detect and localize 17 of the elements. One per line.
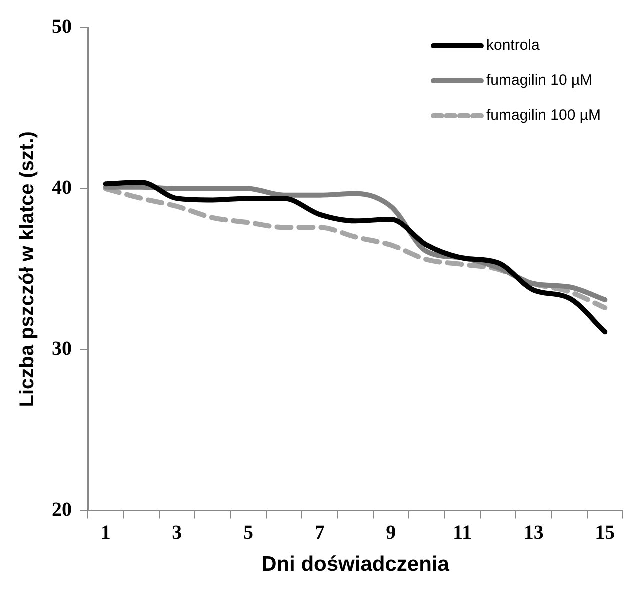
x-axis-title: Dni doświadczenia	[262, 553, 450, 576]
x-tick-label: 11	[453, 522, 472, 544]
legend-label: kontrola	[486, 37, 540, 54]
x-tick-label: 9	[386, 522, 396, 544]
x-tick-label: 15	[595, 522, 616, 544]
legend-label: fumagilin 100 µM	[486, 107, 601, 124]
y-tick-label: 40	[52, 177, 72, 200]
x-tick-label: 13	[524, 522, 544, 544]
y-axis-title: Liczba pszczół w klatce (szt.)	[16, 132, 39, 408]
y-tick-label: 50	[52, 16, 72, 38]
legend-label: fumagilin 10 µM	[486, 72, 593, 90]
x-tick-label: 1	[100, 522, 111, 544]
x-tick-label: 7	[314, 522, 325, 544]
y-tick-label: 20	[52, 498, 72, 521]
x-tick-label: 3	[172, 522, 182, 544]
y-tick-label: 30	[52, 338, 72, 360]
x-tick-label: 5	[244, 522, 254, 544]
